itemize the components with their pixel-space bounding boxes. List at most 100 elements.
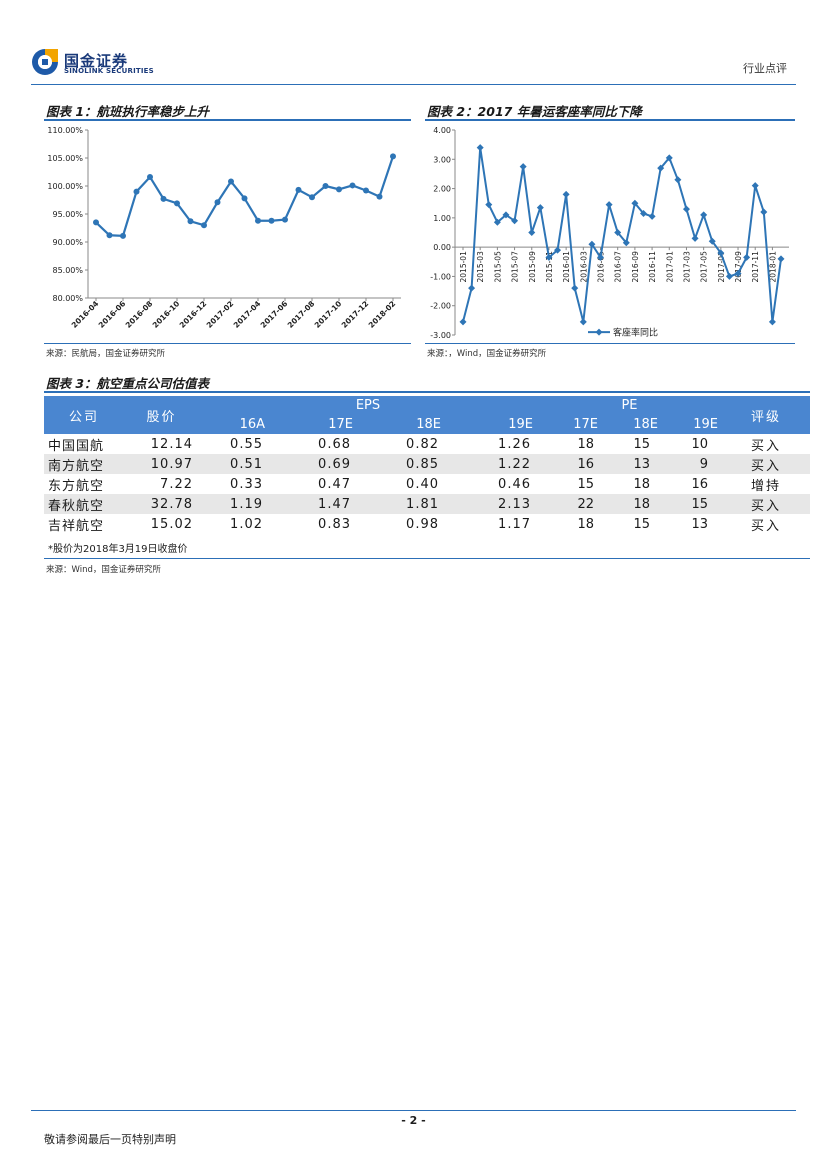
data-point <box>459 318 467 326</box>
data-point <box>485 201 493 209</box>
data-point <box>717 249 725 257</box>
eps-cell: 0.82 <box>406 436 439 452</box>
figure-1-bottom-rule <box>44 343 411 344</box>
y-tick-label: -2.00 <box>430 302 451 311</box>
data-point <box>502 211 510 219</box>
logo-text-en: SINOLINK SECURITIES <box>64 67 154 75</box>
rating-cell: 买入 <box>722 494 810 514</box>
data-point <box>120 232 126 239</box>
figure-1-rule <box>44 119 411 121</box>
company-name: 南方航空 <box>44 454 124 474</box>
figure-3-source: 来源：Wind，国金证券研究所 <box>46 565 161 575</box>
x-tick-label: 2016-05 <box>597 251 606 283</box>
data-point <box>639 209 647 217</box>
data-point <box>760 208 768 216</box>
data-point <box>665 154 673 162</box>
data-point <box>133 188 140 195</box>
x-tick-label: 2015-07 <box>511 251 520 283</box>
eps-cell: 2.13 <box>445 494 537 514</box>
data-point <box>93 219 99 226</box>
data-point <box>614 229 622 236</box>
y-tick-label: 1.00 <box>433 214 451 223</box>
table-row: 春秋航空 32.78 1.19 1.47 1.81 2.13 22 18 15 … <box>44 494 810 514</box>
data-point <box>322 183 329 189</box>
y-tick-label: 2.00 <box>433 185 451 194</box>
y-tick-label: 105.00% <box>47 154 83 163</box>
x-tick-label: 2017-07 <box>717 251 726 283</box>
data-point <box>187 218 194 225</box>
y-tick-label: 3.00 <box>433 155 451 164</box>
data-point <box>725 272 733 280</box>
header-eps-17e: 17E <box>269 415 357 434</box>
pe-cell: 22 <box>537 494 602 514</box>
x-tick-label: 2015-05 <box>493 251 502 283</box>
series-line <box>462 147 782 323</box>
pe-cell: 13 <box>691 516 708 532</box>
y-tick-label: -3.00 <box>430 331 451 340</box>
y-tick-label: 4.00 <box>433 126 451 135</box>
data-point <box>579 318 587 326</box>
figure-2-source: 来源：，Wind，国金证券研究所 <box>427 349 547 359</box>
data-point <box>674 176 682 184</box>
eps-cell: 1.81 <box>357 494 445 514</box>
table-row: 南方航空 10.97 0.51 0.69 0.85 1.22 16 13 9 买… <box>44 454 810 474</box>
data-point <box>476 144 484 152</box>
rating-cell: 买入 <box>750 438 781 454</box>
x-tick-label: 2015-01 <box>459 251 468 283</box>
data-point <box>511 217 519 225</box>
data-point <box>597 253 605 261</box>
header-rating: 评级 <box>722 396 810 434</box>
company-name: 中国国航 <box>48 438 105 454</box>
pe-cell: 15 <box>633 436 650 452</box>
y-tick-label: 100.00% <box>47 182 83 191</box>
eps-cell: 0.69 <box>269 454 357 474</box>
figure-2-rule <box>425 119 795 121</box>
header-eps-18e: 18E <box>357 415 445 434</box>
price-cell: 7.22 <box>160 476 193 492</box>
disclaimer-text: 敬请参阅最后一页特别声明 <box>44 1133 176 1146</box>
company-name: 春秋航空 <box>44 494 124 514</box>
x-tick-label: 2017-06 <box>259 299 290 330</box>
x-tick-label: 2016-10 <box>151 299 182 330</box>
eps-cell: 1.26 <box>498 436 531 452</box>
data-point <box>691 234 699 242</box>
data-point <box>631 199 639 207</box>
pe-cell: 13 <box>602 454 662 474</box>
y-tick-label: -1.00 <box>430 272 451 281</box>
data-point <box>295 186 302 193</box>
section-label: 行业点评 <box>743 62 787 75</box>
pe-cell: 10 <box>691 436 708 452</box>
x-tick-label: 2016-09 <box>631 251 640 283</box>
data-point <box>682 205 690 213</box>
data-point <box>545 253 553 261</box>
data-point <box>468 284 476 292</box>
data-point <box>363 187 369 194</box>
figure-3-bottom-rule <box>44 558 810 559</box>
y-tick-label: 90.00% <box>52 238 83 247</box>
header-pe-18e: 18E <box>602 415 662 434</box>
x-tick-label: 2017-09 <box>734 251 743 283</box>
x-tick-label: 2018-02 <box>367 299 398 330</box>
eps-cell: 0.68 <box>318 436 351 452</box>
footer-divider <box>31 1110 796 1111</box>
table-row: 中国国航 12.14 0.55 0.68 0.82 1.26 18 15 10 … <box>44 434 810 454</box>
data-point <box>214 199 221 206</box>
x-tick-label: 2016-12 <box>178 299 209 330</box>
eps-cell: 0.47 <box>318 476 351 492</box>
x-tick-label: 2015-11 <box>545 251 554 283</box>
sinolink-logo-icon <box>32 49 58 75</box>
data-point <box>147 174 153 181</box>
pe-cell: 9 <box>662 454 722 474</box>
data-point <box>536 204 544 212</box>
eps-cell: 1.19 <box>199 494 269 514</box>
pe-cell: 18 <box>602 494 662 514</box>
data-point <box>390 153 396 160</box>
header-pe-19e: 19E <box>662 415 722 434</box>
table-row: 东方航空 7.22 0.33 0.47 0.40 0.46 15 18 16 增… <box>44 474 810 494</box>
price-cell: 15.02 <box>150 516 193 532</box>
data-point <box>734 270 742 277</box>
pe-cell: 15 <box>662 494 722 514</box>
eps-cell: 1.22 <box>445 454 537 474</box>
data-point <box>528 229 536 236</box>
x-tick-label: 2017-11 <box>751 251 760 283</box>
